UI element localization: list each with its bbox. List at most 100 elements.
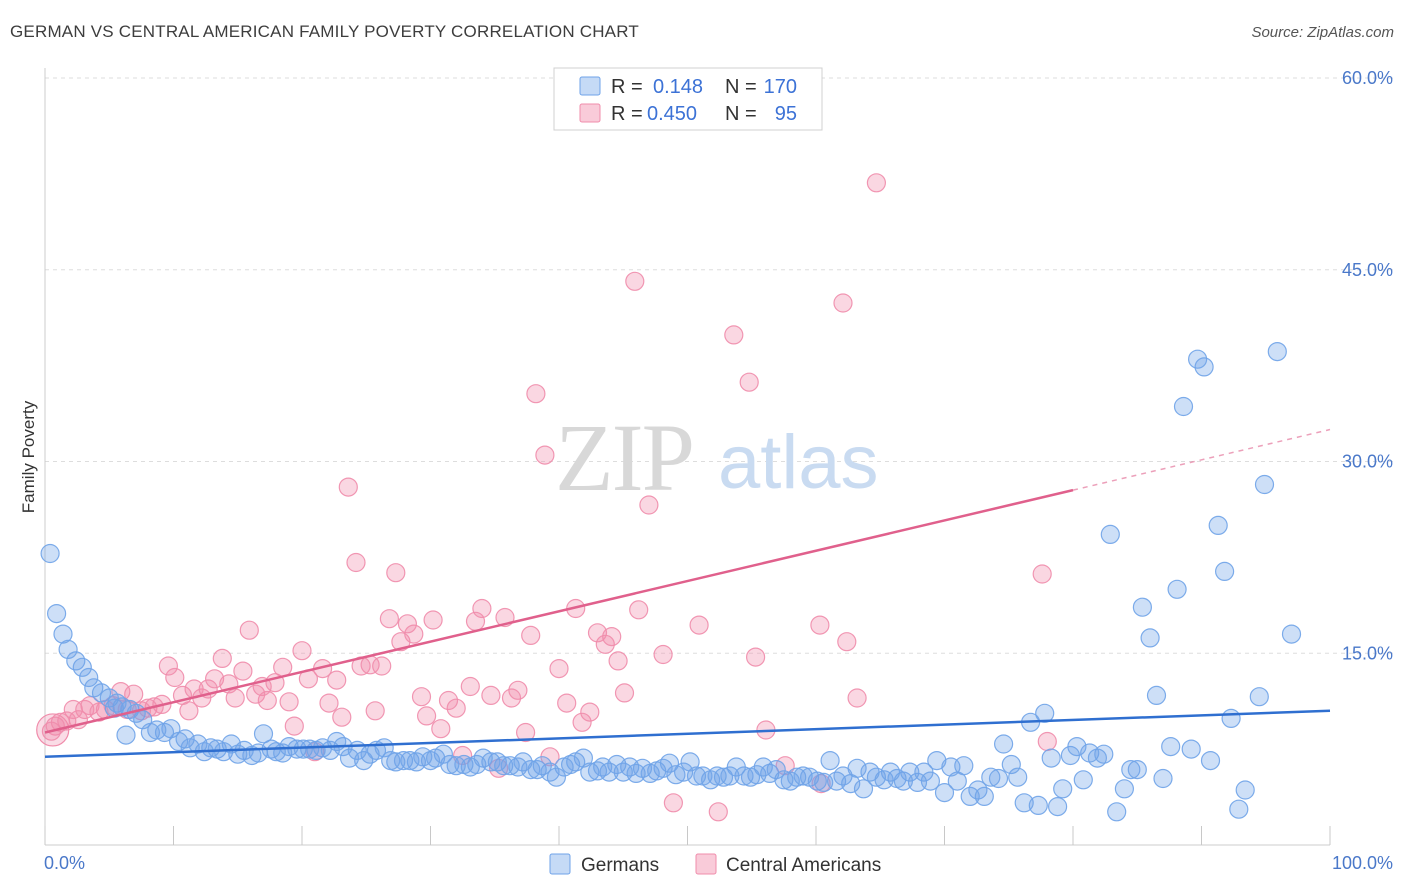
germans-point bbox=[666, 765, 686, 785]
germans-point bbox=[112, 697, 132, 717]
germans-point bbox=[540, 762, 560, 782]
germans-point bbox=[500, 756, 520, 776]
central-americans-point bbox=[372, 656, 392, 676]
germans-point bbox=[440, 754, 460, 775]
bottom-legend-swatch-central-americans bbox=[695, 853, 717, 875]
central-americans-point bbox=[689, 615, 709, 635]
central-americans-point bbox=[397, 614, 417, 634]
central-americans-point bbox=[580, 702, 600, 722]
central-americans-point bbox=[739, 372, 759, 392]
central-americans-point bbox=[165, 667, 185, 688]
germans-point bbox=[1053, 779, 1073, 799]
germans-point bbox=[1121, 759, 1141, 780]
germans-point bbox=[253, 724, 274, 744]
germans-point bbox=[1249, 687, 1269, 707]
y-tick-label: 15.0% bbox=[1342, 643, 1393, 663]
central-americans-point bbox=[1037, 731, 1057, 752]
germans-point bbox=[53, 624, 73, 644]
germans-point bbox=[1187, 349, 1208, 369]
central-americans-point bbox=[481, 685, 501, 706]
y-tick-label: 60.0% bbox=[1342, 68, 1393, 88]
x-axis-ticks bbox=[44, 826, 1331, 845]
central-americans-point bbox=[847, 688, 867, 708]
central-americans-point bbox=[472, 598, 492, 619]
legend-r-value-central-americans: 0.450 bbox=[647, 103, 697, 125]
central-americans-point bbox=[158, 656, 178, 676]
germans-point bbox=[1041, 748, 1061, 768]
germans-point bbox=[446, 756, 466, 776]
germans-point bbox=[853, 779, 874, 799]
central-americans-point bbox=[327, 670, 347, 690]
central-americans-point bbox=[625, 271, 645, 291]
central-americans-point bbox=[411, 687, 432, 707]
trend-lines bbox=[44, 428, 1331, 759]
germans-point bbox=[573, 748, 594, 768]
germans-point bbox=[1267, 342, 1287, 362]
central-americans-point bbox=[379, 609, 399, 629]
legend-n-label-germans: N = bbox=[725, 76, 757, 98]
central-americans-point bbox=[365, 701, 385, 721]
central-americans-points bbox=[36, 173, 1057, 822]
central-americans-point bbox=[608, 651, 628, 671]
central-americans-point bbox=[246, 684, 266, 704]
x-tick-label-max: 100.0% bbox=[1332, 853, 1393, 873]
germans-point bbox=[866, 767, 887, 787]
central-americans-point bbox=[417, 706, 437, 726]
germans-point bbox=[599, 762, 619, 782]
central-americans-point bbox=[273, 657, 293, 677]
germans-point bbox=[593, 757, 613, 777]
bottom-legend: Germans Central Americans bbox=[549, 853, 881, 876]
central-americans-point bbox=[602, 626, 622, 647]
bottom-legend-label-central-americans: Central Americans bbox=[726, 855, 881, 876]
germans-point bbox=[1181, 739, 1201, 759]
germans-point bbox=[46, 603, 67, 624]
legend: R = 0.148 N = 170 R = 0.450 N = 95 bbox=[553, 67, 823, 131]
central-americans-point bbox=[724, 325, 744, 345]
central-americans-point bbox=[1032, 564, 1052, 584]
legend-r-label-central-americans: R = bbox=[611, 103, 643, 125]
central-americans-point bbox=[837, 632, 857, 652]
central-americans-point bbox=[526, 384, 546, 404]
legend-n-value-germans: 170 bbox=[764, 76, 797, 98]
germans-point bbox=[807, 771, 827, 791]
central-americans-point bbox=[292, 641, 312, 661]
central-americans-point bbox=[124, 684, 144, 704]
central-americans-point bbox=[460, 676, 480, 697]
central-americans-point bbox=[233, 661, 253, 681]
central-americans-point bbox=[866, 173, 887, 193]
central-americans-point bbox=[319, 693, 339, 713]
germans-point bbox=[766, 759, 786, 780]
germans-point bbox=[900, 762, 920, 782]
germans-point bbox=[920, 771, 941, 791]
central-americans-point bbox=[179, 701, 199, 721]
germans-point bbox=[521, 759, 541, 780]
germans-point bbox=[1073, 770, 1093, 790]
central-americans-point bbox=[239, 620, 259, 640]
legend-swatch-central-americans bbox=[579, 103, 601, 123]
germans-point bbox=[1153, 768, 1173, 789]
germans-point bbox=[1035, 703, 1055, 723]
germans-point bbox=[386, 752, 406, 772]
germans-point bbox=[1281, 624, 1302, 644]
germans-point bbox=[1194, 357, 1214, 377]
germans-point bbox=[1146, 685, 1167, 706]
central-americans-point bbox=[557, 693, 577, 713]
central-americans-point bbox=[225, 688, 245, 708]
watermark-atlas: atlas bbox=[718, 420, 879, 505]
central-americans-point bbox=[423, 610, 443, 630]
central-americans-point bbox=[833, 293, 853, 313]
germans-point bbox=[406, 752, 426, 772]
bottom-legend-swatch-germans bbox=[549, 853, 571, 875]
central-americans-point bbox=[745, 647, 766, 667]
germans-point bbox=[433, 744, 453, 764]
germans-point bbox=[1167, 579, 1187, 599]
legend-r-value-germans: 0.148 bbox=[653, 76, 703, 98]
central-americans-point bbox=[205, 669, 225, 689]
source-credit: Source: ZipAtlas.com bbox=[1251, 24, 1394, 41]
germans-point bbox=[1140, 628, 1160, 648]
germans-point bbox=[1235, 780, 1255, 800]
central-americans-point bbox=[346, 552, 366, 573]
central-americans-point bbox=[332, 707, 352, 727]
germans-point bbox=[960, 786, 980, 807]
germans-point bbox=[1127, 759, 1147, 780]
